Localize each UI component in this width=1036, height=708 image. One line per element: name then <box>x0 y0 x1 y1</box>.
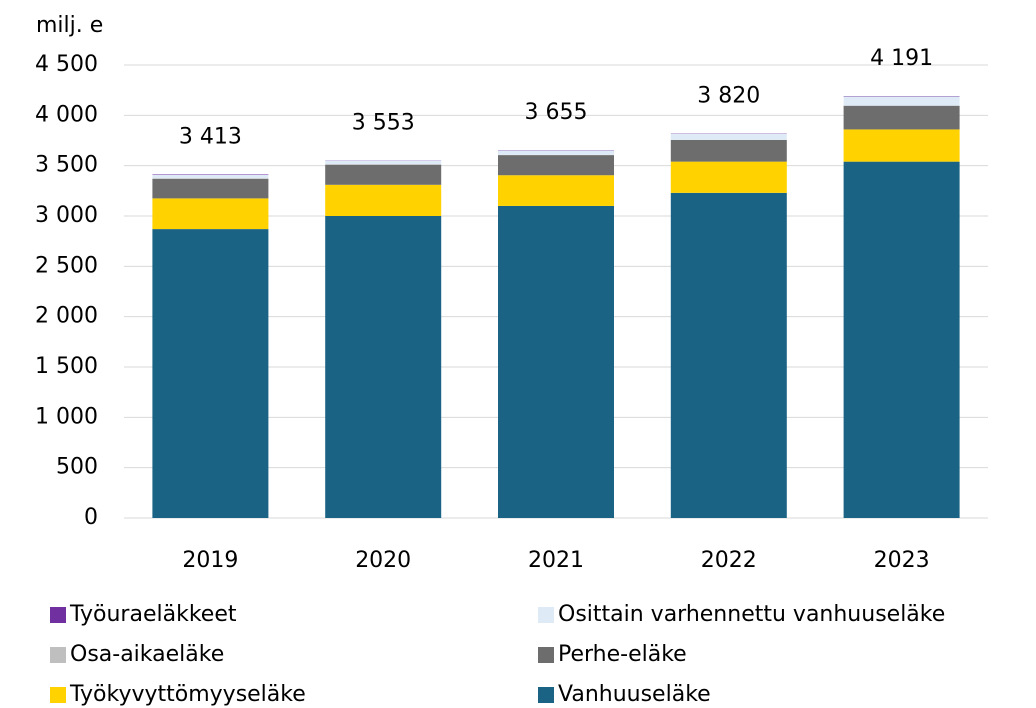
x-tick-label: 2019 <box>182 548 238 573</box>
bar-segment <box>670 161 787 193</box>
legend-label: Työuraeläkkeet <box>69 602 237 627</box>
bar-segment <box>325 164 442 185</box>
x-tick-label: 2021 <box>528 548 584 573</box>
y-axis-label: milj. e <box>36 13 103 38</box>
legend-label: Perhe-eläke <box>558 642 687 667</box>
legend-swatch <box>538 607 554 623</box>
y-tick-label: 4 500 <box>35 52 98 77</box>
bar-segment <box>152 229 269 518</box>
legend-swatch <box>50 687 66 703</box>
legend-swatch <box>50 647 66 663</box>
legend-label: Osittain varhennettu vanhuuseläke <box>558 602 945 627</box>
total-label: 3 820 <box>697 83 760 108</box>
legend-label: Vanhuuseläke <box>558 682 711 707</box>
x-tick-label: 2023 <box>874 548 930 573</box>
bar-segment <box>670 192 787 518</box>
bar-segment <box>843 105 960 130</box>
y-tick-label: 4 000 <box>35 102 98 127</box>
total-label: 3 413 <box>179 124 242 149</box>
bar-segment <box>325 160 442 165</box>
y-tick-label: 3 000 <box>35 203 98 228</box>
total-label: 3 655 <box>525 100 588 125</box>
bar-segment <box>843 129 960 162</box>
y-tick-label: 1 500 <box>35 354 98 379</box>
bar-segment <box>843 96 960 106</box>
bar-segment <box>152 178 269 179</box>
total-label: 4 191 <box>870 46 933 71</box>
legend-label: Työkyvyttömyyseläke <box>69 682 306 707</box>
x-tick-label: 2020 <box>355 548 411 573</box>
bar-segment <box>843 161 960 518</box>
bar-segment <box>670 133 787 140</box>
legend-swatch <box>50 607 66 623</box>
bar-segment <box>325 184 442 216</box>
y-tick-label: 1 000 <box>35 404 98 429</box>
legend-swatch <box>538 687 554 703</box>
y-tick-label: 3 500 <box>35 153 98 178</box>
y-tick-label: 0 <box>84 505 98 530</box>
y-tick-label: 2 000 <box>35 304 98 329</box>
bar-segment <box>498 150 614 155</box>
bar-segment <box>498 175 614 206</box>
legend-label: Osa-aikaeläke <box>70 642 224 667</box>
bar-segment <box>498 155 614 176</box>
total-label: 3 553 <box>352 110 415 135</box>
bar-segment <box>325 216 442 518</box>
bar-segment <box>152 174 269 175</box>
bar-segment <box>670 139 787 162</box>
x-tick-label: 2022 <box>701 548 757 573</box>
bar-segment <box>498 205 614 518</box>
bar-segment <box>152 198 269 230</box>
legend-swatch <box>538 647 554 663</box>
y-tick-label: 500 <box>56 455 98 480</box>
y-tick-label: 2 500 <box>35 253 98 278</box>
bar-segment <box>152 178 269 199</box>
bar-segment <box>152 174 269 179</box>
